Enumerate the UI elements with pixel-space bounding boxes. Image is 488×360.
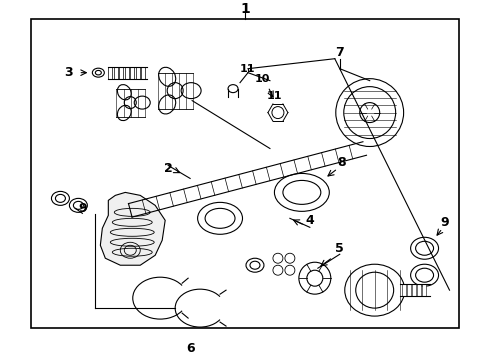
Text: 1: 1	[240, 2, 249, 16]
Bar	[421, 284, 425, 296]
Polygon shape	[100, 192, 165, 265]
Text: 7: 7	[335, 46, 344, 59]
Text: 8: 8	[337, 156, 346, 169]
Bar	[416, 284, 420, 296]
Bar	[130, 67, 134, 78]
Text: 3: 3	[64, 66, 73, 79]
Text: 10: 10	[254, 74, 269, 84]
Text: 6: 6	[185, 342, 194, 355]
Bar	[30, 19, 459, 328]
Text: 4: 4	[305, 214, 314, 227]
Text: 11: 11	[266, 91, 282, 100]
Bar	[119, 67, 123, 78]
Text: 11: 11	[239, 64, 254, 74]
Bar	[411, 284, 415, 296]
Bar	[141, 67, 145, 78]
Text: 9: 9	[78, 202, 86, 215]
Text: 9: 9	[439, 216, 448, 229]
Text: 5: 5	[335, 242, 344, 255]
Bar	[108, 67, 112, 78]
Bar	[406, 284, 410, 296]
Bar	[401, 284, 405, 296]
Bar	[114, 67, 118, 78]
Bar	[136, 67, 140, 78]
Text: 2: 2	[163, 162, 172, 175]
Bar	[124, 67, 128, 78]
